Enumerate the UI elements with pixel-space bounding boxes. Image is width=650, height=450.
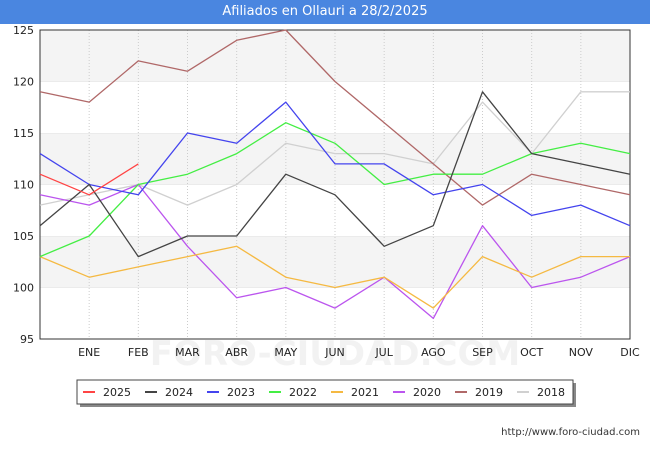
x-tick-label: ABR (225, 346, 248, 359)
series-line-2024 (39, 91, 631, 258)
plot-area-border (39, 29, 631, 340)
y-tick-label: 100 (13, 282, 34, 295)
x-tick-label: OCT (520, 346, 543, 359)
legend-label-2023: 2023 (227, 386, 255, 399)
y-tick-label: 105 (13, 230, 34, 243)
x-tick-label: MAR (175, 346, 200, 359)
watermark-text: FORO-CIUDAD.COM (150, 334, 521, 374)
legend-label-2025: 2025 (103, 386, 131, 399)
series-line-2025 (39, 163, 139, 196)
series-line-2023 (39, 101, 631, 227)
y-tick-label: 120 (13, 76, 34, 89)
legend-label-2018: 2018 (537, 386, 565, 399)
y-tick-label: 115 (13, 127, 34, 140)
x-tick-label: JUL (374, 346, 393, 359)
series-line-2019 (39, 29, 631, 206)
source-url: http://www.foro-ciudad.com (501, 427, 640, 438)
x-tick-label: FEB (128, 346, 149, 359)
x-tick-label: DIC (620, 346, 640, 359)
x-tick-label: NOV (569, 346, 594, 359)
x-tick-label: SEP (472, 346, 493, 359)
y-tick-label: 95 (20, 333, 34, 346)
legend-label-2024: 2024 (165, 386, 193, 399)
legend-box (76, 379, 574, 405)
x-tick-label: JUN (324, 346, 345, 359)
grid-band (40, 81, 630, 133)
legend-label-2020: 2020 (413, 386, 441, 399)
series-line-2021 (39, 245, 630, 309)
legend-label-2022: 2022 (289, 386, 317, 399)
x-tick-label: AGO (421, 346, 446, 359)
y-tick-label: 125 (13, 24, 34, 37)
chart-title: Afiliados en Ollauri a 28/2/2025 (0, 0, 650, 24)
grid-band (40, 287, 630, 339)
legend-label-2019: 2019 (475, 386, 503, 399)
x-tick-label: ENE (78, 346, 100, 359)
x-tick-label: MAY (274, 346, 297, 359)
grid-band (40, 30, 630, 82)
y-tick-label: 110 (13, 179, 34, 192)
legend-label-2021: 2021 (351, 386, 379, 399)
